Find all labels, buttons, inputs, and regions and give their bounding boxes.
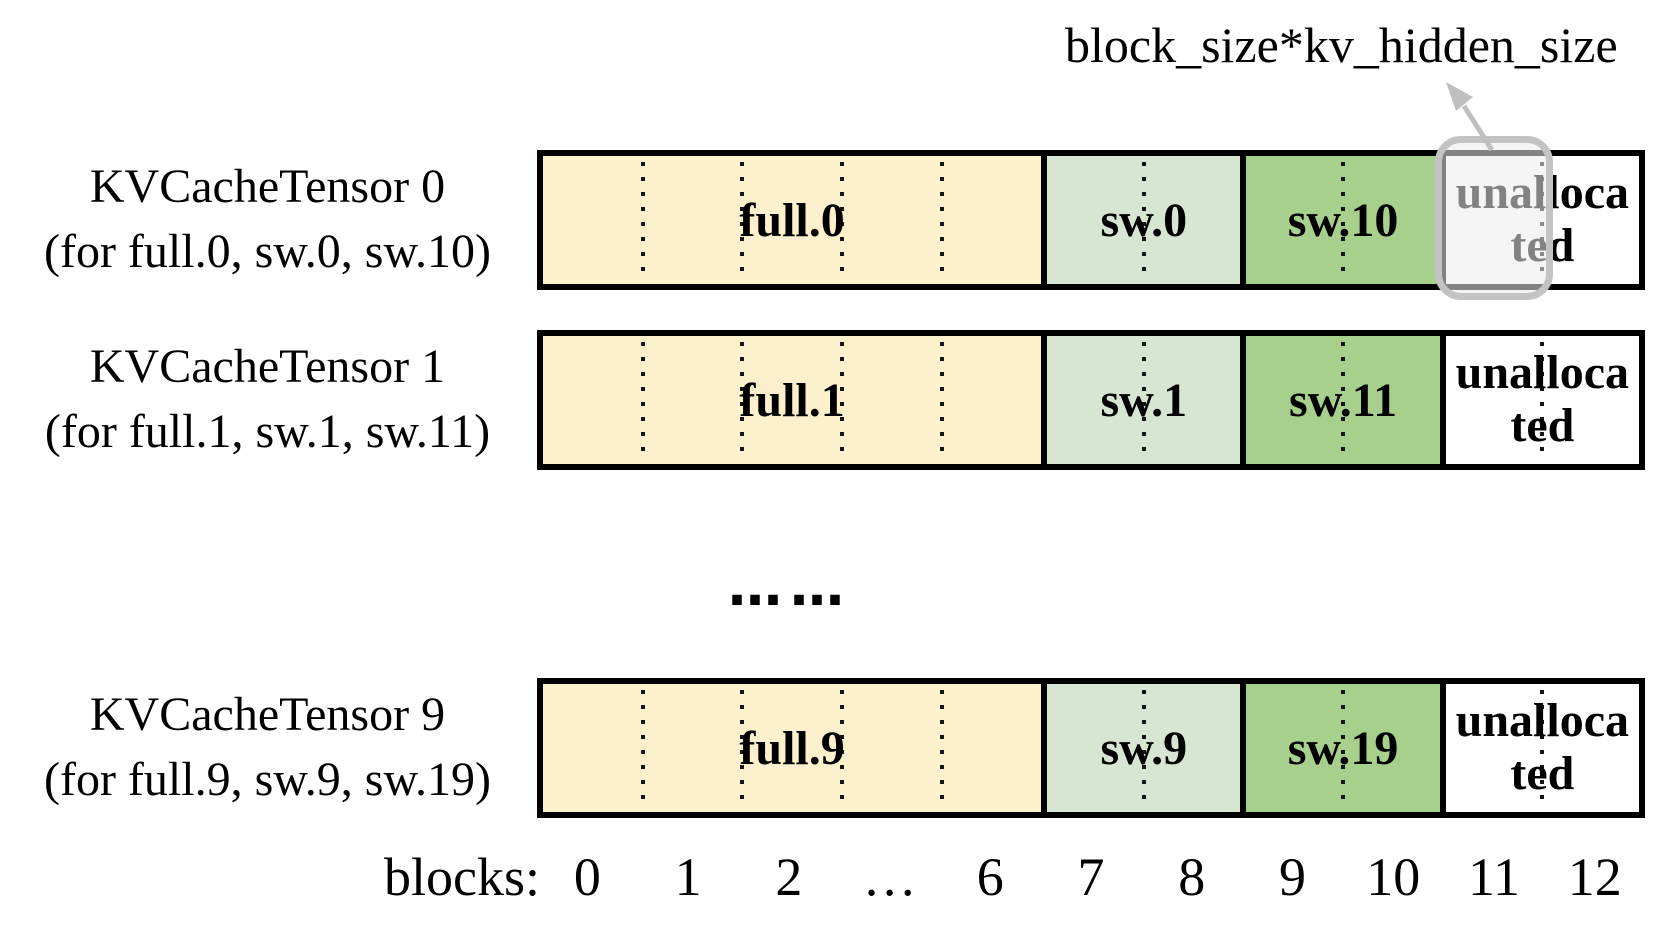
row-0-label: KVCacheTensor 0 (for full.0, sw.0, sw.10… [15,155,520,285]
block-divider [1540,690,1545,806]
axis-tick: 11 [1467,847,1520,907]
axis-tick: 6 [976,847,1004,907]
block-divider [740,342,745,458]
axis-tick: 2 [775,847,803,907]
row-1-segment-sw1: sw.1 [1041,336,1241,464]
block-divider [640,162,645,278]
axis-tick: … [862,847,917,907]
block-divider [1141,690,1146,806]
kv-cache-tensor-row-0: KVCacheTensor 0 (for full.0, sw.0, sw.10… [0,150,1676,290]
blocks-axis-label: blocks: [384,847,540,907]
segment-label: sw.9 [1100,721,1188,775]
axis-tick: 0 [573,847,601,907]
row-1-bar: full.1 sw.1 sw.11 unallocated [537,330,1645,470]
block-divider [939,690,944,806]
block-divider [1341,162,1346,278]
row-9-bar: full.9 sw.9 sw.19 unallocated [537,678,1645,818]
block-divider [939,342,944,458]
block-divider [1341,342,1346,458]
segment-label: sw.0 [1100,193,1188,247]
axis-tick: 12 [1567,847,1622,907]
segment-label: full.9 [739,721,845,775]
kv-cache-tensor-row-1: KVCacheTensor 1 (for full.1, sw.1, sw.11… [0,330,1676,470]
block-divider [939,162,944,278]
segment-label: sw.10 [1287,193,1399,247]
annotation-label: block_size*kv_hidden_size [1065,17,1618,73]
row-9-segment-sw19: sw.19 [1240,684,1440,812]
row-9-segment-sw9: sw.9 [1041,684,1241,812]
axis-tick: 10 [1366,847,1421,907]
row-1-subtitle: (for full.1, sw.1, sw.11) [44,405,491,458]
arrow-line [1461,104,1495,152]
row-0-segment-full: full.0 [543,156,1042,284]
row-1-title: KVCacheTensor 1 [89,340,446,394]
row-9-subtitle: (for full.9, sw.9, sw.19) [43,753,492,806]
block-divider [839,162,844,278]
block-divider [839,690,844,806]
row-9-title: KVCacheTensor 9 [89,688,446,742]
segment-label: unallocated [1455,694,1630,800]
block-divider [839,342,844,458]
row-0-segment-sw0: sw.0 [1041,156,1241,284]
annotation-arrow [1446,82,1495,152]
axis-tick: 8 [1178,847,1206,907]
arrow-head [1446,82,1473,111]
block-divider [1141,162,1146,278]
segment-label: sw.1 [1100,373,1188,427]
row-0-title: KVCacheTensor 0 [89,160,446,214]
kv-cache-tensor-row-9: KVCacheTensor 9 (for full.9, sw.9, sw.19… [0,678,1676,818]
segment-label: unallocated [1455,346,1630,452]
rows-ellipsis: …… [728,555,852,618]
row-0-subtitle: (for full.0, sw.0, sw.10) [43,225,492,278]
segment-label: sw.19 [1287,721,1399,775]
row-9-segment-unallocated: unallocated [1439,684,1639,812]
blocks-axis-ticks: 0 1 2 … 6 7 8 9 10 11 12 [537,846,1645,908]
row-1-segment-unallocated: unallocated [1439,336,1639,464]
axis-tick: 7 [1077,847,1105,907]
row-0-segment-sw10: sw.10 [1240,156,1440,284]
row-1-segment-sw11: sw.11 [1240,336,1440,464]
block-divider [1141,342,1146,458]
row-9-segment-full: full.9 [543,684,1042,812]
highlight-box-block [1435,136,1553,300]
segment-label: full.0 [739,193,845,247]
segment-label: full.1 [739,373,845,427]
block-divider [640,690,645,806]
segment-label: sw.11 [1289,373,1398,427]
block-divider [640,342,645,458]
axis-tick: 9 [1279,847,1306,907]
block-divider [740,162,745,278]
block-divider [1341,690,1346,806]
row-9-label: KVCacheTensor 9 (for full.9, sw.9, sw.19… [15,683,520,813]
axis-tick: 1 [674,847,702,907]
row-1-label: KVCacheTensor 1 (for full.1, sw.1, sw.11… [15,335,520,465]
block-divider [740,690,745,806]
row-1-segment-full: full.1 [543,336,1042,464]
block-divider [1540,342,1545,458]
